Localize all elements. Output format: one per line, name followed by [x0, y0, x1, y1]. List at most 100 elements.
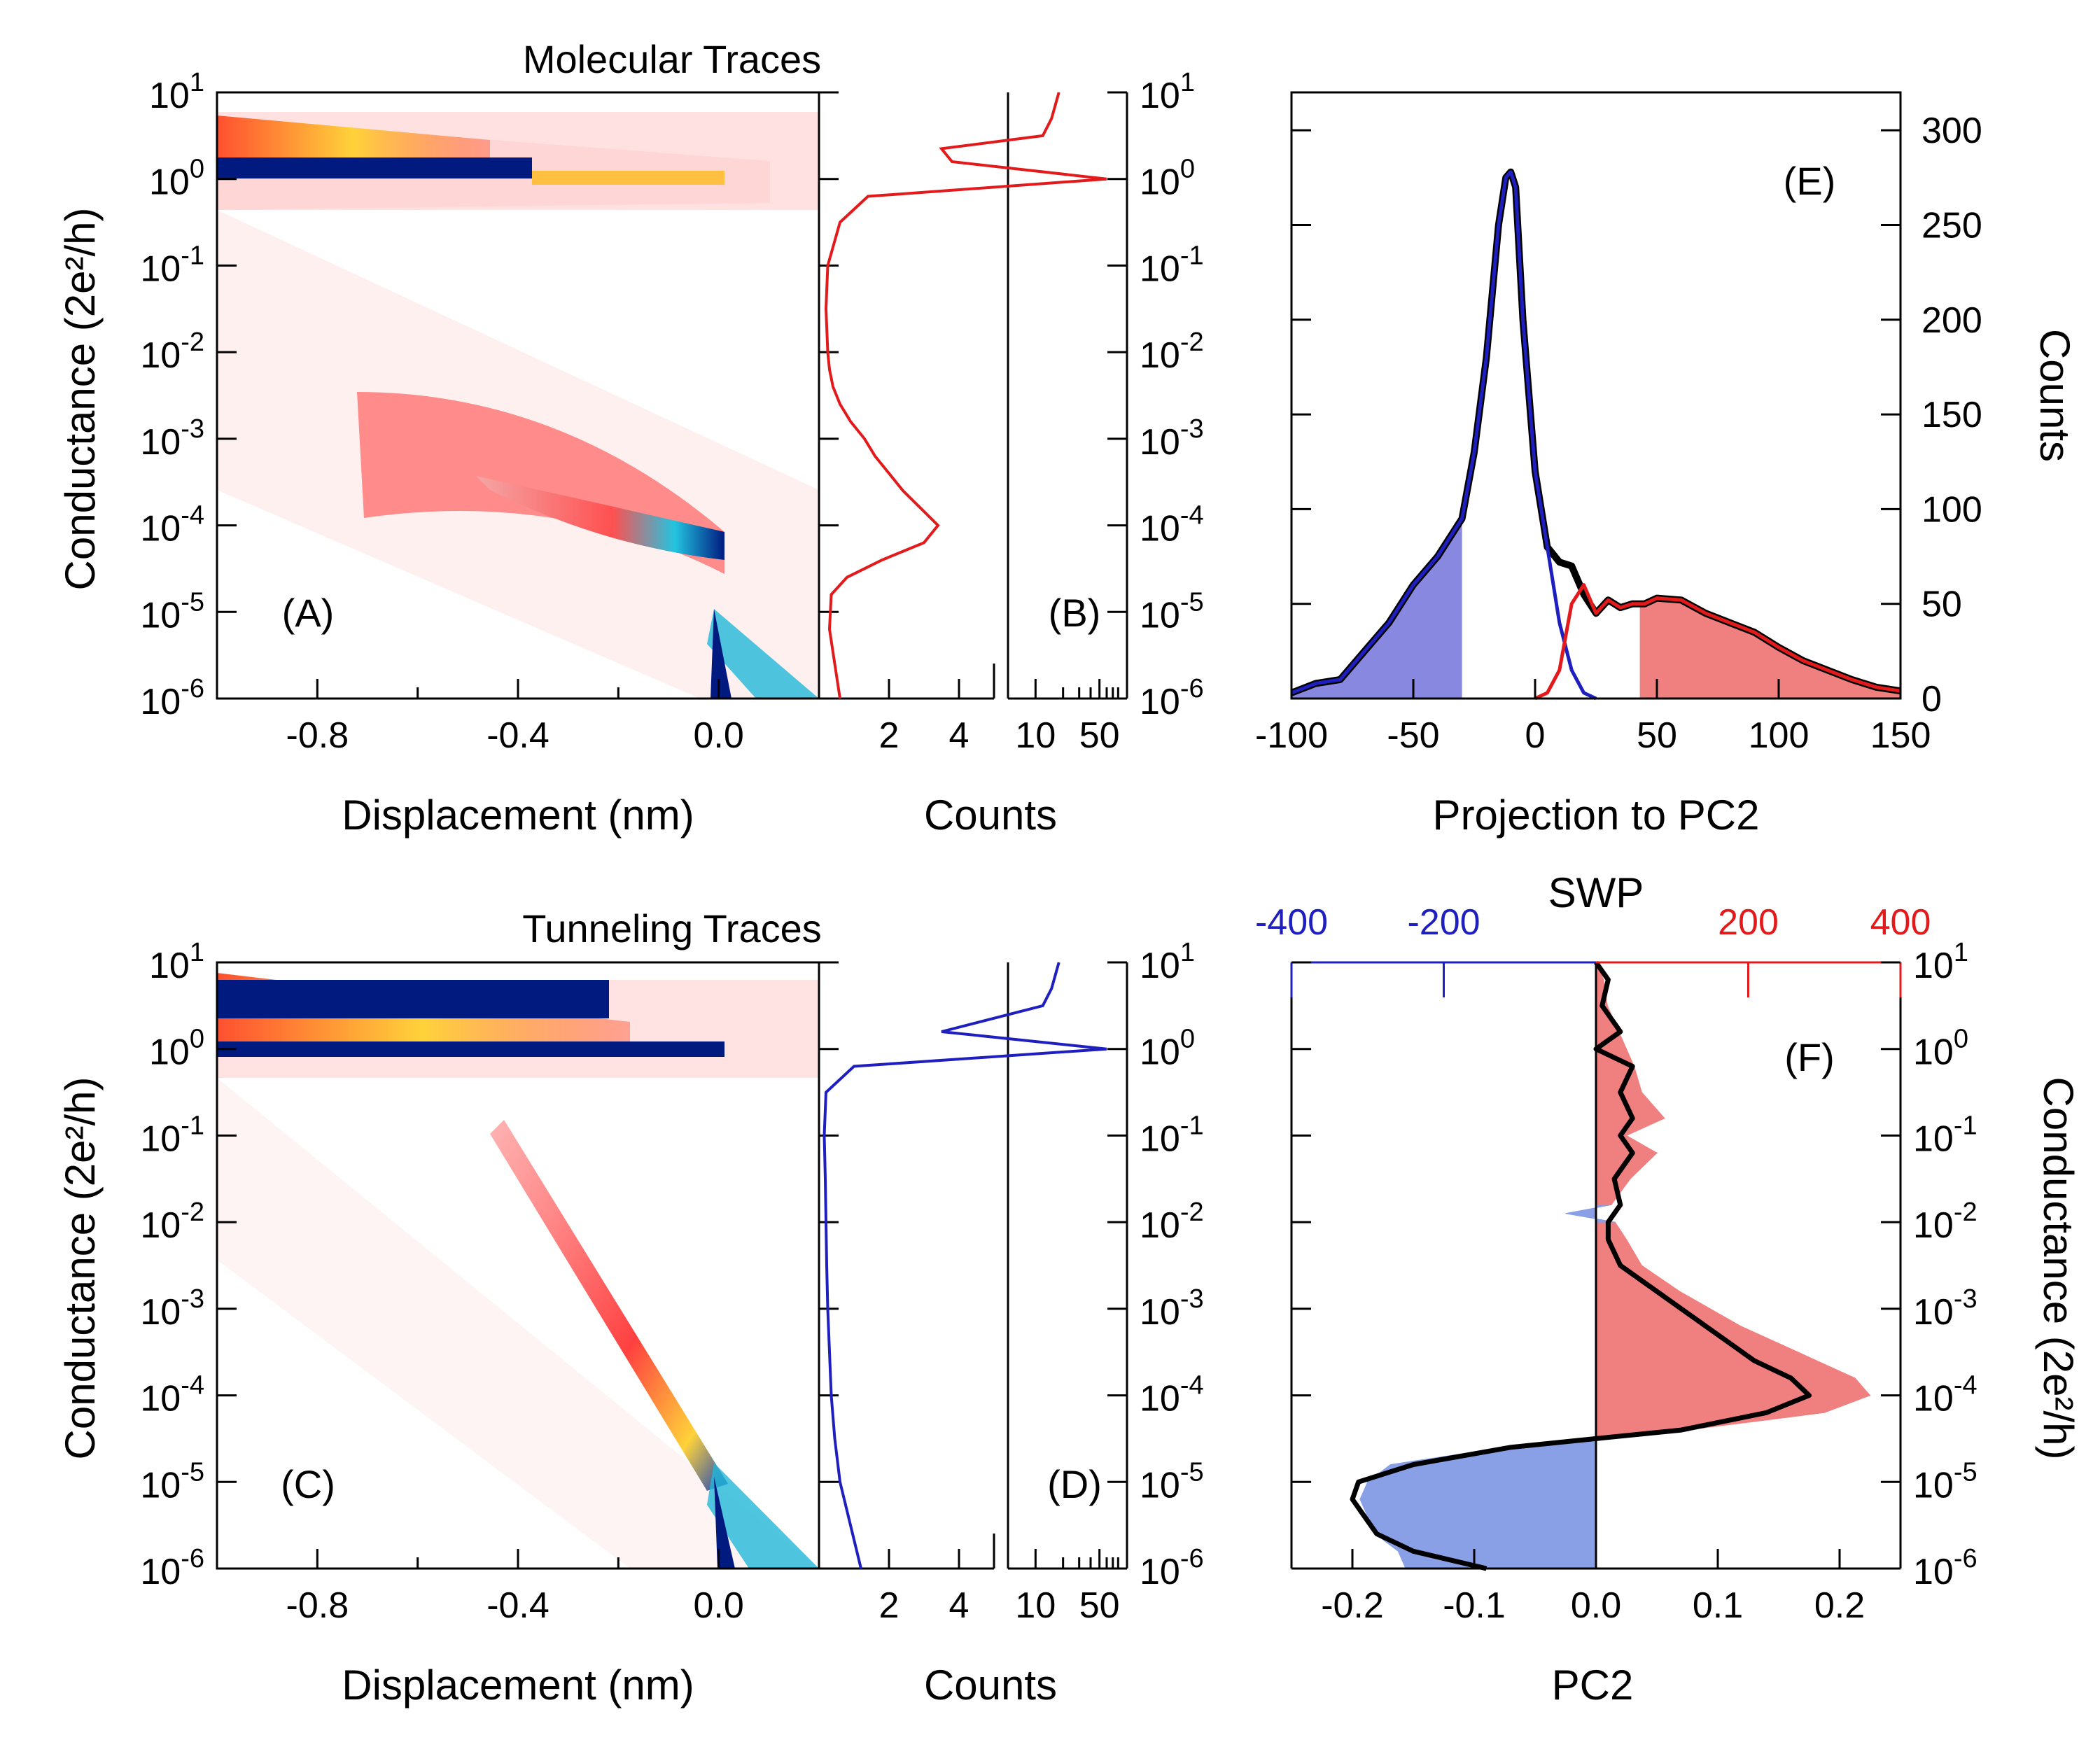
- panel-e-xlabel: Projection to PC2: [1433, 792, 1760, 839]
- panel-f-ylabel: Conductance (2e²/h): [2035, 1077, 2082, 1460]
- right-y-tick-label: 10-2: [1140, 328, 1204, 376]
- x-tick-label: 50: [1637, 715, 1677, 756]
- swp-segment: [1595, 1326, 1779, 1344]
- y-tick-label: 101: [149, 938, 204, 986]
- swp-segment: [1359, 1499, 1597, 1517]
- panel-f-top-xlabel: SWP: [1548, 869, 1644, 916]
- x-tick-label: 0: [1525, 715, 1546, 756]
- right-y-tick-label: 10-6: [1140, 1544, 1204, 1592]
- panel-a-title: Molecular Traces: [523, 37, 821, 81]
- y-tick-label: 10-3: [140, 1284, 204, 1333]
- swp-segment: [1595, 1342, 1817, 1361]
- swp-segment: [1359, 1481, 1597, 1500]
- swp-segment: [1595, 1377, 1871, 1396]
- y-tick-label: 10-6: [140, 1544, 204, 1592]
- c-tunneling-tail: [707, 1463, 819, 1569]
- x-tick-label: 0.1: [1693, 1585, 1743, 1626]
- series-tunneling: [1534, 583, 1901, 701]
- panel-a-axes: -0.8 -0.4 0.0 101 100 10-1 10-2 10-3 10-4 10-5 10-…: [140, 68, 743, 756]
- swp-segment: [1595, 1066, 1642, 1093]
- x-tick-label: 100: [1749, 715, 1809, 756]
- y-tick-label: 150: [1921, 395, 1982, 435]
- pc2-line: [1350, 960, 1812, 1571]
- swp-segment: [1367, 1516, 1597, 1534]
- panel-d-plot: 2 4 10 50 101 100 10-1 10-2 10-3 10-4 10-5 10-6: [818, 938, 1204, 1626]
- panel-b-plot: 2 4 10 50 101 100 10-1 10-2 10-3 10-4 10-5 10-6: [818, 68, 1204, 756]
- swp-segment: [1595, 1360, 1856, 1379]
- y-tick-label: 10-3: [140, 414, 204, 463]
- right-y-tick-label: 101: [1913, 938, 1968, 986]
- right-y-tick-label: 100: [1140, 1025, 1195, 1073]
- panel-a-label: (A): [282, 591, 335, 635]
- panel-b-xlabel: Counts: [924, 792, 1057, 839]
- panel-c: Tunneling Traces -0.8 -0.4 0.0 101 100 10-1 10…: [57, 906, 822, 1709]
- panel-f-label: (F): [1784, 1035, 1835, 1079]
- y-tick-label: 10-5: [140, 1457, 204, 1506]
- panel-d-xlabel: Counts: [924, 1662, 1057, 1709]
- panel-a: Molecular Traces -0.8 -0.4 0.0 101 100 10-1 10…: [57, 37, 821, 839]
- a-contact-plateau: [217, 157, 532, 178]
- x-tick-label: 10: [1015, 1585, 1056, 1626]
- x-tick-label: -0.2: [1321, 1585, 1384, 1626]
- x-tick-label: -0.1: [1443, 1585, 1506, 1626]
- x-tick-label: 0.0: [694, 715, 744, 756]
- c-upper-dense: [217, 980, 609, 1018]
- heatmap-a: [217, 92, 819, 699]
- y-tick-label: 50: [1921, 584, 1962, 625]
- y-tick-label: 101: [149, 68, 204, 116]
- y-tick-label: 10-5: [140, 587, 204, 636]
- right-y-tick-label: 10-6: [1913, 1544, 1977, 1592]
- panel-e-ylabel: Counts: [2031, 329, 2078, 462]
- panel-b-label: (B): [1049, 591, 1101, 635]
- right-y-tick-label: 10-4: [1140, 1371, 1204, 1419]
- y-tick-label: 100: [1921, 489, 1982, 530]
- c-tunneling-decay: [490, 1120, 728, 1491]
- x-tick-label: 50: [1079, 715, 1120, 756]
- heatmap-c: [217, 962, 819, 1569]
- y-tick-label: 10-4: [140, 501, 204, 549]
- series-molecular: [1291, 170, 1597, 701]
- shaded-molecular: [1292, 518, 1462, 699]
- x-tick-label: 0.0: [1571, 1585, 1621, 1626]
- panel-e-label: (E): [1784, 159, 1836, 203]
- panel-c-label: (C): [281, 1462, 335, 1506]
- plot-frame: [1290, 91, 1902, 700]
- panel-f-xlabel: PC2: [1552, 1662, 1634, 1709]
- panel-c-axes: -0.8 -0.4 0.0 101 100 10-1 10-2 10-3 10-4 10-5 10-…: [140, 938, 743, 1626]
- panel-d: 2 4 10 50 101 100 10-1 10-2 10-3 10-4 10-5 10-6 (D)…: [818, 938, 1204, 1709]
- right-y-tick-label: 10-5: [1140, 587, 1204, 636]
- x-tick-label: -100: [1255, 715, 1328, 756]
- right-y-tick-label: 100: [1913, 1025, 1968, 1073]
- a-contact-plateau-end: [532, 171, 724, 185]
- right-y-tick-label: 10-3: [1140, 1284, 1204, 1333]
- x-tick-label: 4: [949, 715, 969, 756]
- count-line: [824, 92, 1107, 699]
- right-y-tick-label: 10-5: [1913, 1457, 1977, 1506]
- x-tick-label: -0.8: [286, 715, 349, 756]
- right-y-tick-label: 10-4: [1913, 1371, 1977, 1419]
- y-tick-label: 10-2: [140, 1198, 204, 1246]
- x-tick-label: 0.2: [1814, 1585, 1865, 1626]
- top-tick-label: 400: [1870, 902, 1931, 943]
- panel-a-xlabel: Displacement (nm): [342, 792, 694, 839]
- x-tick-label: 10: [1015, 715, 1056, 756]
- a-molecular-plateau: [476, 476, 724, 560]
- y-tick-label: 0: [1921, 679, 1942, 720]
- y-tick-label: 250: [1921, 205, 1982, 246]
- y-tick-label: 300: [1921, 111, 1982, 151]
- x-tick-label: 150: [1870, 715, 1931, 756]
- x-tick-label: 4: [949, 1585, 969, 1626]
- right-y-tick-label: 10-1: [1140, 1111, 1204, 1159]
- swp-segment: [1595, 1308, 1742, 1327]
- x-tick-label: -50: [1387, 715, 1439, 756]
- y-tick-label: 10-6: [140, 674, 204, 722]
- a-tunneling-tail: [707, 609, 819, 699]
- swp-segment: [1595, 1221, 1628, 1240]
- panel-d-label: (D): [1047, 1462, 1102, 1506]
- top-tick-label: -200: [1407, 902, 1480, 943]
- count-line: [822, 962, 1107, 1569]
- right-y-tick-label: 10-6: [1140, 674, 1204, 722]
